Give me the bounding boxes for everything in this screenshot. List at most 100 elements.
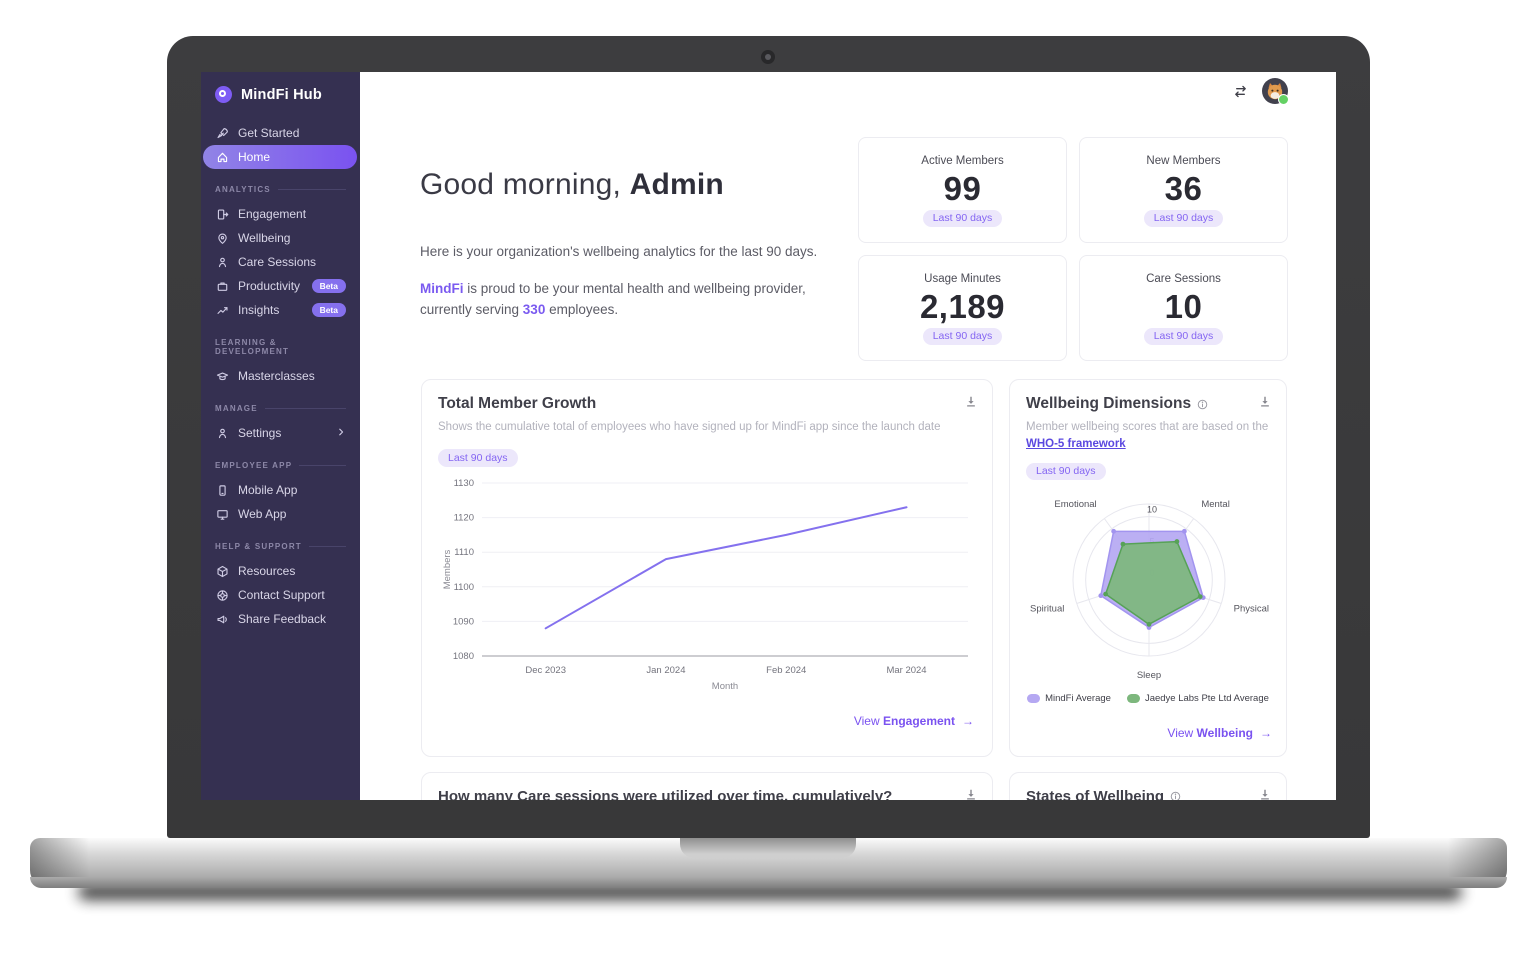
period-badge: Last 90 days xyxy=(1143,209,1224,227)
cube-icon xyxy=(215,564,229,578)
svg-text:Members: Members xyxy=(442,549,453,589)
stat-value: 10 xyxy=(1164,287,1203,325)
stat-card-usage-minutes: Usage Minutes 2,189 Last 90 days xyxy=(858,255,1067,361)
stat-value: 2,189 xyxy=(919,287,1006,325)
sidebar-item-label: Masterclasses xyxy=(238,369,315,383)
wellbeing-radar-chart: 0510MentalPhysicalSleepSpiritualEmotiona… xyxy=(1030,499,1269,681)
sidebar-item-label: Settings xyxy=(238,426,282,440)
brand-mention: MindFi xyxy=(420,281,464,297)
smartphone-icon xyxy=(215,483,229,497)
main-content: Good morning, Admin Here is your organiz… xyxy=(360,72,1336,800)
svg-text:Jan 2024: Jan 2024 xyxy=(646,665,685,676)
sidebar-item-label: Contact Support xyxy=(238,588,325,602)
sidebar-item-share-feedback[interactable]: Share Feedback xyxy=(201,607,360,631)
stat-card-active-members: Active Members 99 Last 90 days xyxy=(858,137,1067,243)
laptop-camera-icon xyxy=(761,50,775,64)
sidebar-item-insights[interactable]: Insights Beta xyxy=(201,298,360,322)
page-title: Good morning, Admin xyxy=(420,168,852,202)
laptop-hinge-notch xyxy=(680,838,856,858)
sidebar-item-label: Mobile App xyxy=(238,483,298,497)
sidebar-section-help-support: HELP & SUPPORT xyxy=(215,542,346,551)
graduation-cap-icon xyxy=(215,369,229,383)
card-subtitle: Member wellbeing scores that are based o… xyxy=(1026,419,1270,452)
sidebar-item-get-started[interactable]: Get Started xyxy=(201,121,360,145)
link-bold: Wellbeing xyxy=(1196,726,1253,740)
link-bold: Engagement xyxy=(882,714,955,728)
engagement-icon xyxy=(215,207,229,221)
legend-label: Jaedye Labs Pte Ltd Average xyxy=(1144,693,1269,704)
svg-text:1090: 1090 xyxy=(453,616,474,627)
sidebar-section-learning: LEARNING & DEVELOPMENT xyxy=(215,338,346,356)
link-prefix: View xyxy=(853,714,883,728)
home-icon xyxy=(215,150,229,164)
card-title-text: Wellbeing Dimensions xyxy=(1026,395,1192,412)
view-engagement-link[interactable]: View Engagement → xyxy=(854,714,974,728)
download-icon[interactable] xyxy=(964,395,978,409)
member-growth-line-chart: 1080 1090 1100 1110 1120 1130 Dec 2023 Jan 2024… xyxy=(442,478,968,692)
greeting-line2: MindFi is proud to be your mental health… xyxy=(420,279,852,320)
stats-grid: Active Members 99 Last 90 days New Membe… xyxy=(858,137,1288,361)
sidebar-item-masterclasses[interactable]: Masterclasses xyxy=(201,364,360,388)
sidebar-item-home[interactable]: Home xyxy=(203,145,357,169)
svg-text:Spiritual: Spiritual xyxy=(1030,604,1064,615)
period-badge: Last 90 days xyxy=(438,449,518,467)
brand: MindFi Hub xyxy=(201,84,360,113)
info-icon[interactable] xyxy=(1170,791,1181,800)
employee-count: 330 xyxy=(522,301,546,317)
sidebar-section-manage: MANAGE xyxy=(215,404,346,413)
megaphone-icon xyxy=(215,612,229,626)
sidebar-item-resources[interactable]: Resources xyxy=(201,559,360,583)
sidebar-item-wellbeing[interactable]: Wellbeing xyxy=(201,226,360,250)
switch-organization-icon[interactable] xyxy=(1232,84,1249,99)
info-icon[interactable] xyxy=(1197,399,1208,410)
header-actions xyxy=(1232,78,1289,105)
sidebar-item-label: Web App xyxy=(238,507,287,521)
sidebar-item-mobile-app[interactable]: Mobile App xyxy=(201,478,360,502)
sidebar-item-label: Get Started xyxy=(238,126,300,140)
svg-text:Mar 2024: Mar 2024 xyxy=(886,665,926,676)
trend-icon xyxy=(215,303,229,317)
stat-card-care-sessions: Care Sessions 10 Last 90 days xyxy=(1079,255,1288,361)
legend-label: MindFi Average xyxy=(1045,693,1111,704)
rocket-icon xyxy=(215,126,229,140)
view-wellbeing-link[interactable]: View Wellbeing → xyxy=(1167,726,1272,740)
legend-marker-icon xyxy=(1027,694,1041,703)
stat-label: Care Sessions xyxy=(1146,273,1221,285)
chart-legend: MindFi Average Jaedye Labs Pte Ltd Avera… xyxy=(1010,693,1286,704)
download-icon[interactable] xyxy=(964,788,978,800)
sidebar-item-settings[interactable]: Settings xyxy=(201,421,360,445)
sidebar-item-productivity[interactable]: Productivity Beta xyxy=(201,274,360,298)
who5-framework-link[interactable]: WHO-5 framework xyxy=(1026,437,1126,450)
sidebar-item-label: Wellbeing xyxy=(238,231,291,245)
sidebar-item-web-app[interactable]: Web App xyxy=(201,502,360,526)
svg-text:1110: 1110 xyxy=(454,547,474,558)
svg-text:Emotional: Emotional xyxy=(1054,499,1096,510)
online-status-dot xyxy=(1278,94,1289,105)
sidebar-section-analytics: ANALYTICS xyxy=(215,185,346,194)
svg-text:Feb 2024: Feb 2024 xyxy=(766,665,806,676)
chevron-right-icon xyxy=(336,426,346,440)
sidebar-item-engagement[interactable]: Engagement xyxy=(201,202,360,226)
user-avatar[interactable] xyxy=(1262,78,1289,105)
mindfi-logo-icon xyxy=(215,86,232,103)
sidebar-item-label: Home xyxy=(238,150,271,164)
download-icon[interactable] xyxy=(1258,395,1272,409)
person-icon xyxy=(215,255,229,269)
greeting-name: Admin xyxy=(629,168,724,201)
legend-item-mindfi: MindFi Average xyxy=(1027,693,1111,704)
lifebuoy-icon xyxy=(215,588,229,602)
sidebar-item-contact-support[interactable]: Contact Support xyxy=(201,583,360,607)
card-title: Total Member Growth xyxy=(438,395,597,412)
sidebar-item-label: Care Sessions xyxy=(238,255,317,269)
subtitle-text: Member wellbeing scores that are based o… xyxy=(1026,421,1269,433)
sidebar-item-label: Engagement xyxy=(238,207,307,221)
download-icon[interactable] xyxy=(1258,788,1272,800)
sidebar-item-label: Insights xyxy=(238,303,280,317)
stat-card-new-members: New Members 36 Last 90 days xyxy=(1079,137,1288,243)
period-badge: Last 90 days xyxy=(1026,462,1106,481)
stat-label: Usage Minutes xyxy=(924,273,1001,285)
svg-text:Mental: Mental xyxy=(1201,499,1230,510)
sidebar-item-care-sessions[interactable]: Care Sessions xyxy=(201,250,360,274)
period-badge: Last 90 days xyxy=(922,327,1003,345)
greeting-line2-end: employees. xyxy=(545,301,619,317)
